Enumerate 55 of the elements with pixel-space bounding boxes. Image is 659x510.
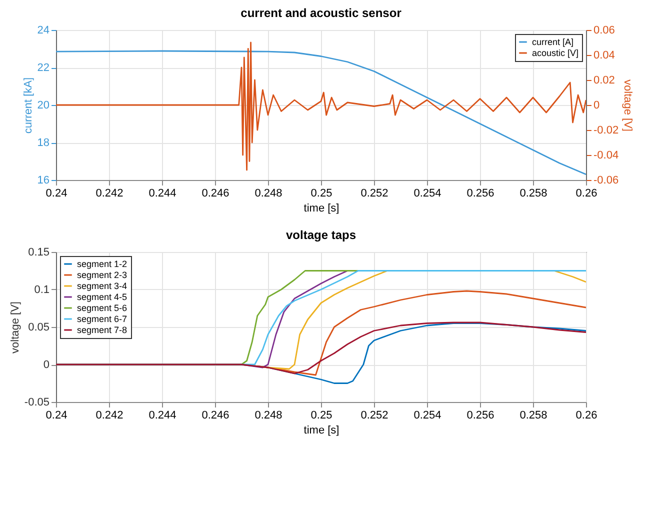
chart-title: current and acoustic sensor xyxy=(240,6,402,20)
y-tick-label: 0.1 xyxy=(34,284,50,296)
legend-label: segment 5-6 xyxy=(77,303,128,313)
x-tick-label: 0.24 xyxy=(46,188,68,200)
x-axis-title: time [s] xyxy=(304,424,340,436)
x-tick-label: 0.248 xyxy=(254,188,282,200)
x-tick-label: 0.256 xyxy=(466,410,494,422)
legend-label: segment 2-3 xyxy=(77,270,128,280)
y2-axis-title: voltage [V] xyxy=(622,80,634,132)
y-tick-label: 0 xyxy=(43,359,50,371)
y2-tick-label: -0.02 xyxy=(594,124,619,136)
x-tick-label: 0.254 xyxy=(414,188,442,200)
legend-label: segment 1-2 xyxy=(77,259,128,269)
y2-tick-label: -0.06 xyxy=(594,174,619,186)
x-tick-label: 0.242 xyxy=(96,188,124,200)
legend-label: segment 4-5 xyxy=(77,292,128,302)
legend-label: segment 3-4 xyxy=(77,281,128,291)
x-tick-label: 0.26 xyxy=(576,188,598,200)
x-tick-label: 0.246 xyxy=(202,410,230,422)
y-tick-label: 22 xyxy=(37,62,50,74)
x-tick-label: 0.244 xyxy=(148,410,176,422)
y2-tick-label: 0.06 xyxy=(594,24,615,36)
y-tick-label: -0.05 xyxy=(24,396,50,408)
x-tick-label: 0.26 xyxy=(576,410,598,422)
y-tick-label: 18 xyxy=(37,137,50,149)
x-tick-label: 0.25 xyxy=(310,410,332,422)
y2-tick-label: 0.02 xyxy=(594,74,615,86)
x-axis-title: time [s] xyxy=(304,202,340,214)
x-tick-label: 0.244 xyxy=(148,188,176,200)
y-tick-label: 16 xyxy=(37,174,50,186)
y-tick-label: 20 xyxy=(37,100,50,112)
y2-tick-label: -0.04 xyxy=(594,150,619,162)
y-tick-label: 0.15 xyxy=(28,246,50,258)
chart-title: voltage taps xyxy=(286,228,356,242)
x-tick-label: 0.248 xyxy=(254,410,282,422)
x-tick-label: 0.258 xyxy=(520,410,548,422)
x-tick-label: 0.242 xyxy=(96,410,124,422)
y-axis-title: current [kA] xyxy=(22,77,34,134)
legend-label: acoustic [V] xyxy=(532,48,579,58)
x-tick-label: 0.258 xyxy=(520,188,548,200)
y-axis-title: voltage [V] xyxy=(9,302,22,354)
x-tick-label: 0.25 xyxy=(310,188,332,200)
y2-tick-label: 0 xyxy=(594,100,600,112)
y-tick-label: 24 xyxy=(37,24,50,36)
x-tick-label: 0.254 xyxy=(414,410,442,422)
x-tick-label: 0.252 xyxy=(360,410,388,422)
x-tick-label: 0.246 xyxy=(202,188,230,200)
legend-label: segment 7-8 xyxy=(77,325,128,335)
x-tick-label: 0.24 xyxy=(46,410,68,422)
x-tick-label: 0.256 xyxy=(466,188,494,200)
legend-label: current [A] xyxy=(532,37,574,47)
y2-tick-label: 0.04 xyxy=(594,50,615,62)
x-tick-label: 0.252 xyxy=(360,188,388,200)
legend-label: segment 6-7 xyxy=(77,314,128,324)
y-tick-label: 0.05 xyxy=(28,322,50,334)
